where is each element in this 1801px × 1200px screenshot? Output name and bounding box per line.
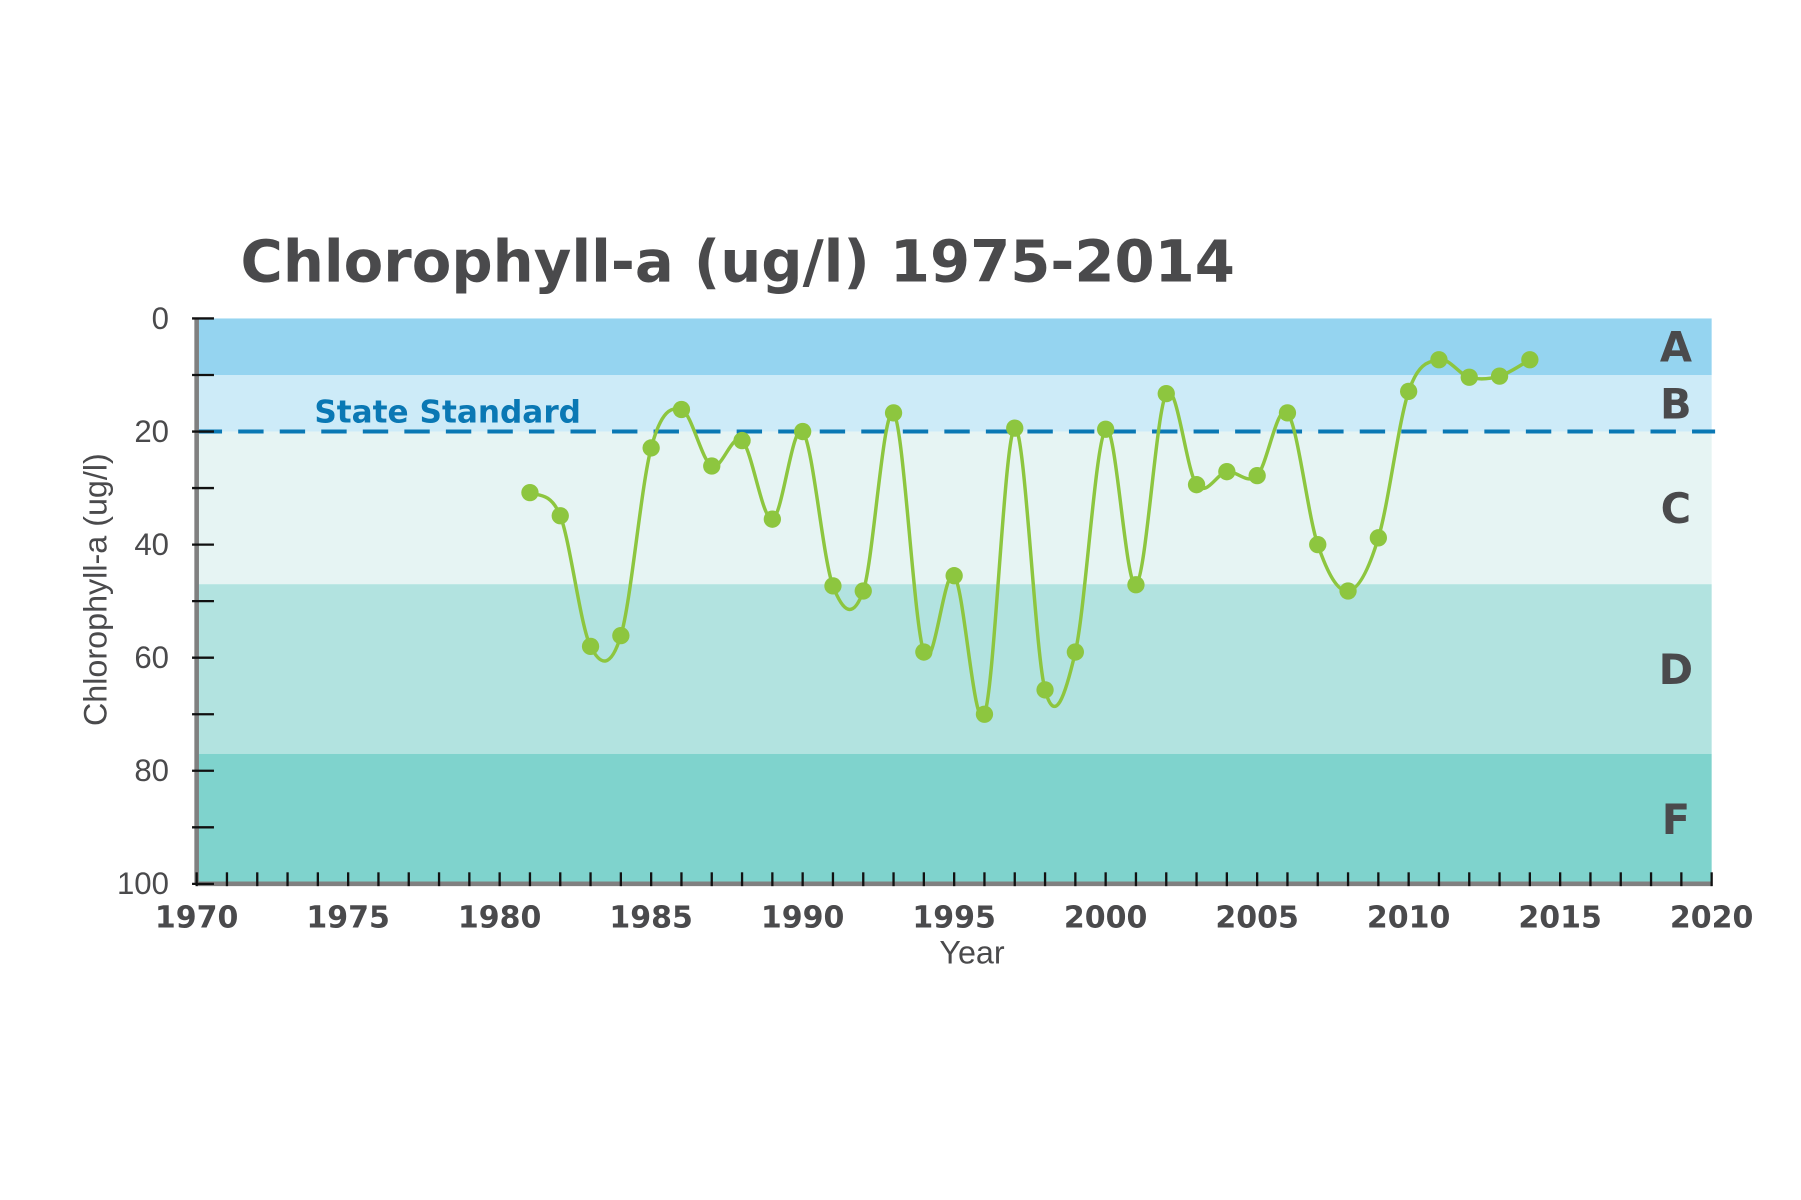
data-point <box>1490 367 1509 385</box>
x-tick-label: 1995 <box>912 901 996 936</box>
data-point <box>884 404 903 422</box>
data-point <box>1369 529 1388 547</box>
grade-label-d: D <box>1659 645 1693 694</box>
x-tick-label: 1985 <box>609 901 693 936</box>
x-tick-label: 2000 <box>1064 901 1148 936</box>
chart-title: Chlorophyll-a (ug/l) 1975-2014 <box>241 228 1235 296</box>
data-point <box>763 510 782 528</box>
y-tick-label: 60 <box>134 640 169 675</box>
data-point <box>612 626 630 645</box>
grade-band-c <box>196 431 1712 585</box>
data-point <box>1218 463 1236 481</box>
data-point <box>1157 385 1175 403</box>
data-point <box>733 431 751 450</box>
x-tick-label: 1980 <box>458 901 542 936</box>
data-point <box>703 457 721 475</box>
data-point <box>1248 466 1266 485</box>
data-point <box>1460 368 1478 386</box>
y-tick-label: 100 <box>117 866 169 901</box>
y-axis-label: Chlorophyll-a (ug/l) <box>78 453 114 726</box>
grade-label-b: B <box>1660 379 1692 428</box>
state-standard-label: State Standard <box>314 394 581 430</box>
data-point <box>945 567 963 585</box>
y-tick-label: 0 <box>152 301 169 336</box>
grade-label-a: A <box>1660 323 1692 372</box>
data-point <box>1127 576 1145 594</box>
data-point <box>1339 582 1357 600</box>
data-point <box>1278 404 1297 422</box>
grade-label-f: F <box>1662 795 1690 844</box>
y-tick-label: 40 <box>134 527 169 562</box>
data-point <box>1036 681 1054 699</box>
x-tick-label: 1975 <box>306 901 390 936</box>
x-tick-label: 2005 <box>1215 901 1299 936</box>
data-point <box>1309 535 1327 554</box>
data-point <box>642 439 660 457</box>
x-tick-label: 1990 <box>761 901 844 936</box>
y-tick-label: 20 <box>134 414 169 449</box>
x-tick-label: 2010 <box>1367 901 1451 936</box>
data-point <box>1187 476 1206 494</box>
data-point <box>551 507 569 525</box>
data-point <box>1066 643 1085 661</box>
data-point <box>581 637 600 656</box>
data-point <box>1006 419 1024 437</box>
data-point <box>1430 351 1448 369</box>
data-point <box>854 582 872 600</box>
x-tick-label: 2020 <box>1670 901 1754 936</box>
y-tick-label: 80 <box>134 753 169 788</box>
data-point <box>915 643 933 661</box>
data-point <box>794 422 812 441</box>
data-point <box>672 400 691 419</box>
data-point <box>975 705 994 723</box>
x-axis-label: Year <box>939 934 1005 970</box>
grade-band-a <box>196 318 1712 375</box>
grade-band-b <box>196 375 1712 432</box>
data-point <box>521 483 539 502</box>
x-tick-label: 2015 <box>1518 901 1602 936</box>
data-point <box>824 577 842 595</box>
grade-band-d <box>196 584 1712 754</box>
data-point <box>1400 382 1418 401</box>
grade-band-f <box>196 753 1712 884</box>
grade-label-c: C <box>1661 484 1691 533</box>
x-tick-label: 1970 <box>155 901 239 936</box>
data-point <box>1521 351 1539 369</box>
data-point <box>1097 420 1115 438</box>
